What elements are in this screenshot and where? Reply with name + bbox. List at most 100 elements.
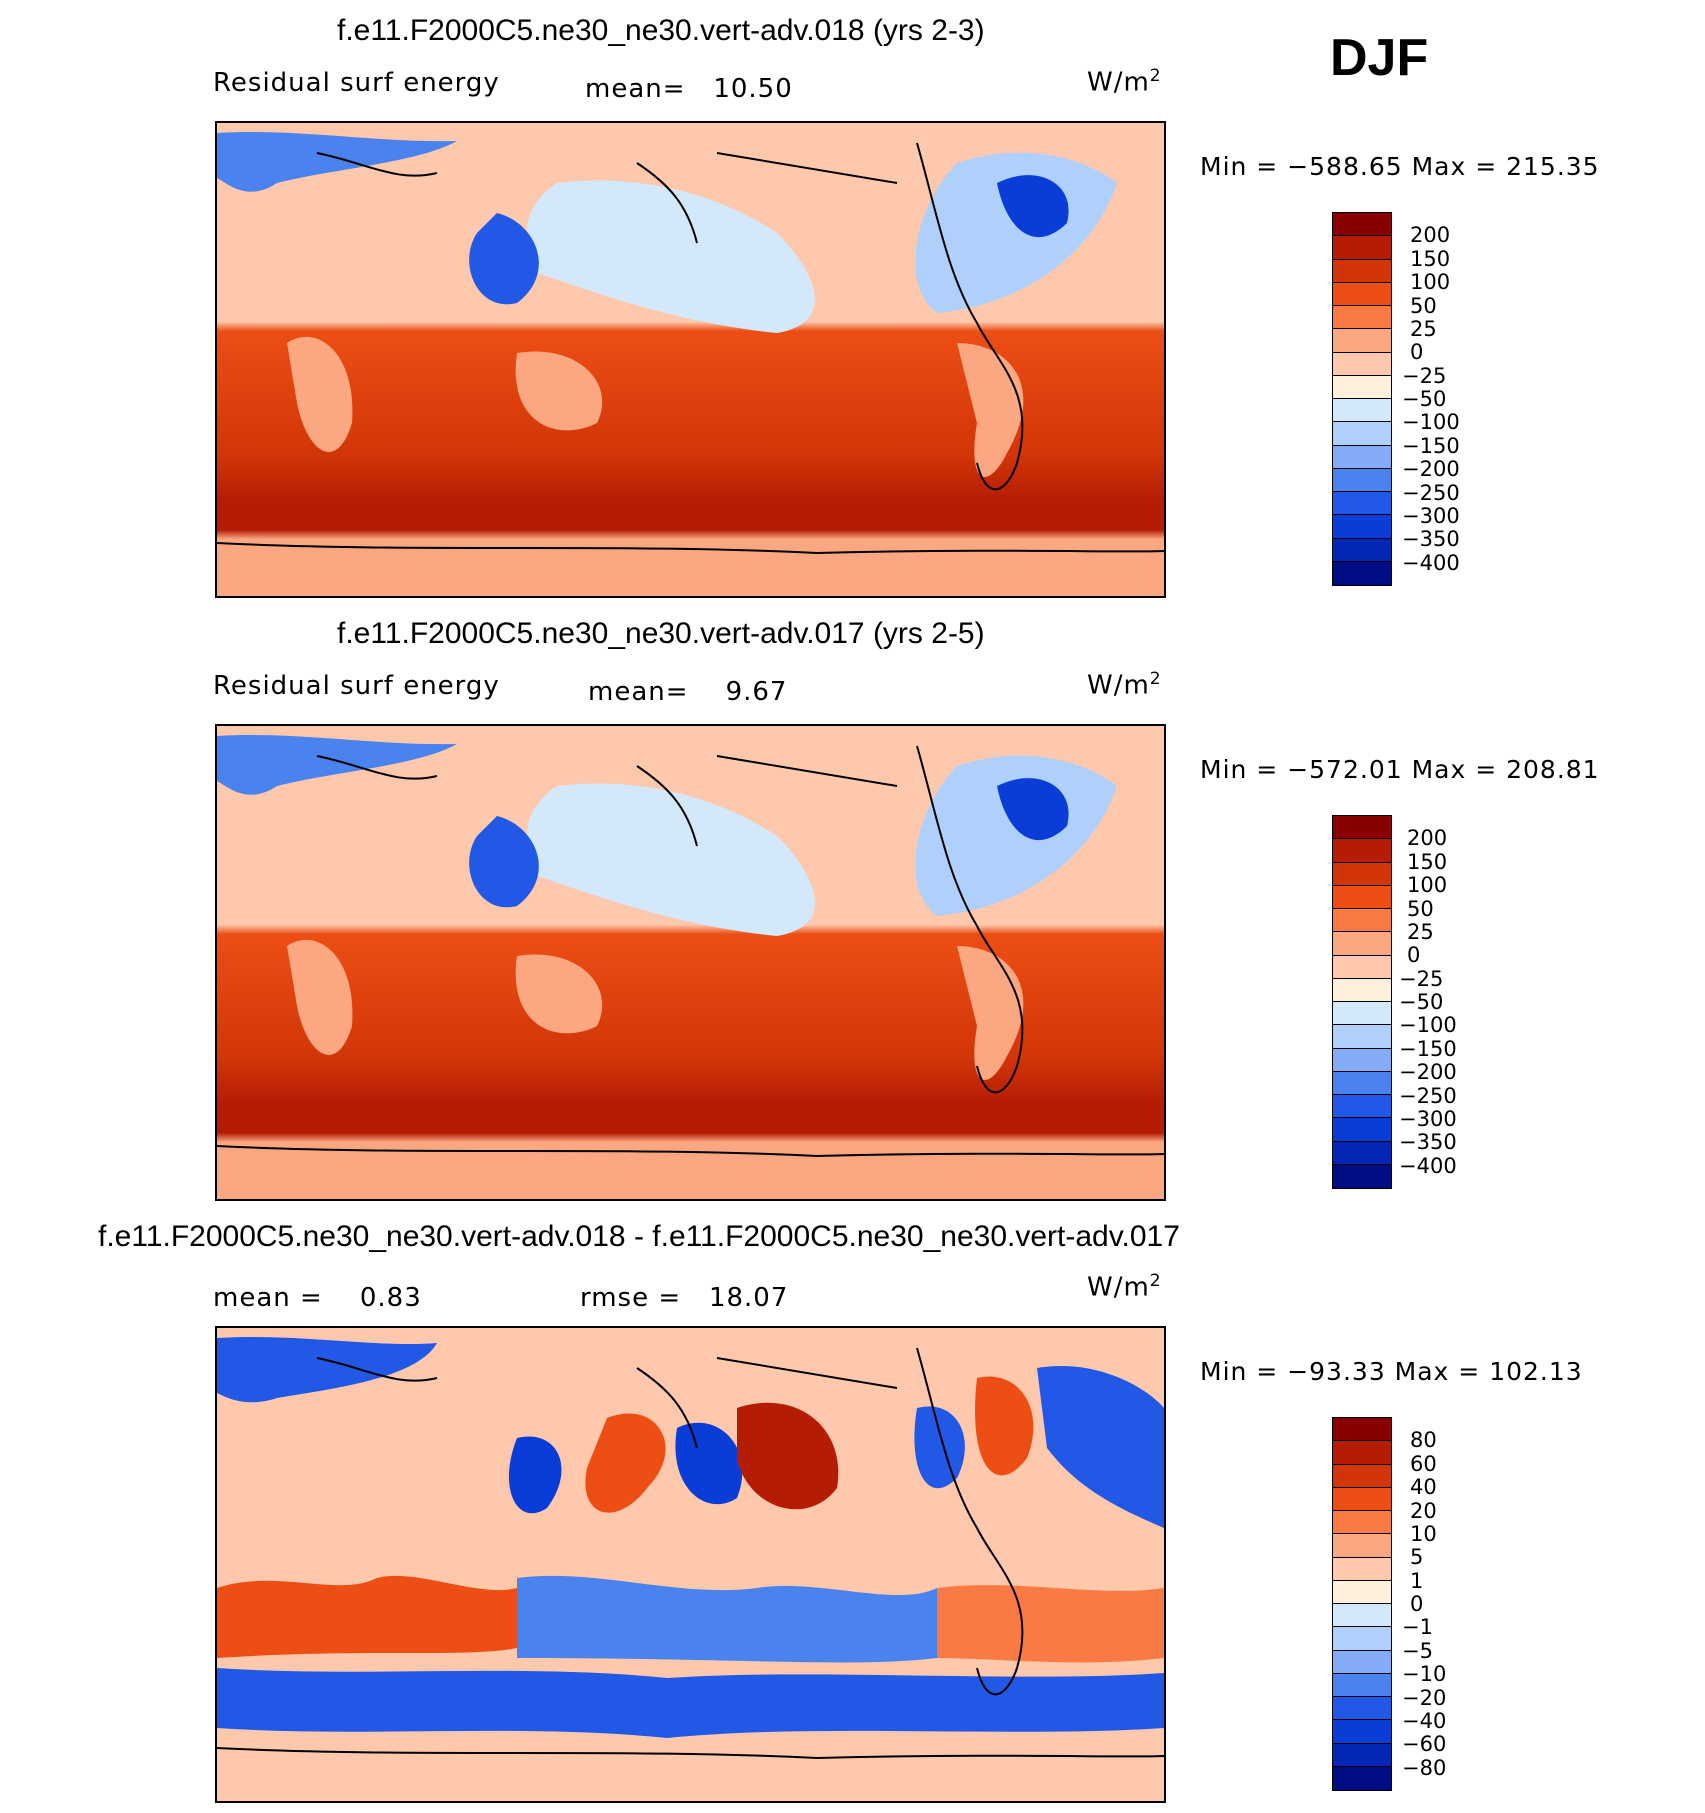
colorbar-tick-label: −100 (1402, 410, 1460, 435)
colorbar-tick-label: −400 (1402, 550, 1460, 575)
colorbar-swatch (1333, 1464, 1391, 1488)
colorbar-tick-label: −20 (1402, 1685, 1447, 1710)
colorbar-swatch (1333, 468, 1391, 492)
colorbar-tick-label: 100 (1407, 873, 1448, 898)
colorbar-tick-label: 60 (1410, 1451, 1437, 1476)
colorbar-swatch (1333, 1071, 1391, 1095)
colorbar-tick-label: −25 (1402, 363, 1447, 388)
panel-3-map-field (217, 1328, 1164, 1801)
colorbar-swatch (1333, 978, 1391, 1002)
panel-3-colorbar-segments (1333, 1418, 1391, 1790)
panel-2-center-label: mean= 9.67 (588, 677, 788, 707)
colorbar-tick-label: −50 (1402, 387, 1447, 411)
colorbar-tick-label: −80 (1402, 1755, 1447, 1780)
colorbar-tick-label: 200 (1410, 223, 1451, 248)
panel-2-colorbar-segments (1333, 816, 1391, 1188)
colorbar-tick-label: −40 (1402, 1708, 1447, 1733)
colorbar-swatch (1333, 282, 1391, 306)
colorbar-swatch (1333, 909, 1391, 933)
colorbar-tick-label: −250 (1399, 1083, 1457, 1108)
colorbar-tick-label: 150 (1407, 849, 1448, 874)
colorbar-tick-label: 50 (1407, 896, 1434, 921)
colorbar-swatch (1333, 1766, 1391, 1790)
colorbar-tick-label: 0 (1407, 943, 1421, 968)
panel-1-colorbar-segments (1333, 213, 1391, 585)
panel-1-minmax: Min = −588.65 Max = 215.35 (1200, 152, 1600, 181)
colorbar-swatch (1333, 1673, 1391, 1697)
colorbar-tick-label: 40 (1410, 1475, 1437, 1500)
colorbar-swatch (1333, 422, 1391, 446)
colorbar-swatch (1333, 259, 1391, 283)
colorbar-tick-label: −10 (1402, 1662, 1447, 1687)
colorbar-tick-label: 0 (1410, 340, 1424, 365)
panel-2-colorbar (1332, 815, 1392, 1189)
panel-1-center-label: mean= 10.50 (585, 74, 793, 104)
colorbar-swatch (1333, 1002, 1391, 1026)
colorbar-tick-label: −300 (1399, 1106, 1457, 1131)
colorbar-tick-label: −200 (1399, 1060, 1457, 1085)
colorbar-swatch (1333, 1487, 1391, 1511)
colorbar-swatch (1333, 352, 1391, 376)
colorbar-tick-label: −5 (1402, 1638, 1433, 1663)
panel-1-map (215, 121, 1166, 598)
colorbar-tick-label: −350 (1399, 1130, 1457, 1155)
panel-3-left-label: mean = 0.83 (213, 1283, 422, 1313)
colorbar-tick-label: −25 (1399, 966, 1444, 991)
colorbar-tick-label: 5 (1410, 1545, 1424, 1570)
colorbar-tick-label: −300 (1402, 503, 1460, 528)
colorbar-swatch (1333, 213, 1391, 237)
colorbar-swatch (1333, 1557, 1391, 1581)
colorbar-swatch (1333, 1697, 1391, 1721)
colorbar-swatch (1333, 561, 1391, 585)
colorbar-swatch (1333, 306, 1391, 330)
colorbar-swatch (1333, 399, 1391, 423)
colorbar-tick-label: −1 (1402, 1615, 1433, 1640)
colorbar-swatch (1333, 1095, 1391, 1119)
colorbar-swatch (1333, 1604, 1391, 1628)
colorbar-swatch (1333, 1627, 1391, 1651)
colorbar-swatch (1333, 329, 1391, 353)
colorbar-tick-label: −100 (1399, 1013, 1457, 1038)
panel-1-left-label: Residual surf energy (213, 68, 500, 98)
colorbar-swatch (1333, 932, 1391, 956)
colorbar-tick-label: −350 (1402, 527, 1460, 552)
colorbar-tick-label: 50 (1410, 293, 1437, 318)
panel-1-colorbar (1332, 212, 1392, 586)
panel-1-units: W/m2 (1087, 66, 1162, 98)
colorbar-swatch (1333, 816, 1391, 840)
panel-3-map (215, 1326, 1166, 1803)
colorbar-swatch (1333, 1141, 1391, 1165)
colorbar-tick-label: −400 (1399, 1153, 1457, 1178)
panel-2-map (215, 724, 1166, 1201)
colorbar-swatch (1333, 1025, 1391, 1049)
colorbar-tick-label: 25 (1410, 316, 1437, 341)
colorbar-swatch (1333, 1164, 1391, 1188)
panel-2-left-label: Residual surf energy (213, 671, 500, 701)
colorbar-swatch (1333, 1580, 1391, 1604)
colorbar-swatch (1333, 1441, 1391, 1465)
colorbar-swatch (1333, 538, 1391, 562)
colorbar-tick-label: 200 (1407, 826, 1448, 851)
panel-2-map-field (217, 726, 1164, 1199)
colorbar-tick-label: −250 (1402, 480, 1460, 505)
colorbar-swatch (1333, 492, 1391, 516)
panel-1-map-field (217, 123, 1164, 596)
colorbar-swatch (1333, 1650, 1391, 1674)
panel-3-title: f.e11.F2000C5.ne30_ne30.vert-adv.018 - f… (98, 1220, 1180, 1253)
colorbar-tick-label: −200 (1402, 457, 1460, 482)
colorbar-tick-label: −150 (1402, 433, 1460, 458)
panel-3-colorbar (1332, 1417, 1392, 1791)
panel-3-units: W/m2 (1087, 1271, 1162, 1303)
panel-2-units: W/m2 (1087, 669, 1162, 701)
colorbar-tick-label: 25 (1407, 919, 1434, 944)
colorbar-tick-label: 80 (1410, 1428, 1437, 1453)
colorbar-swatch (1333, 1418, 1391, 1442)
panel-3-minmax: Min = −93.33 Max = 102.13 (1200, 1357, 1583, 1386)
colorbar-tick-label: 10 (1410, 1521, 1437, 1546)
season-label: DJF (1330, 29, 1429, 87)
colorbar-swatch (1333, 885, 1391, 909)
colorbar-swatch (1333, 862, 1391, 886)
colorbar-tick-label: 150 (1410, 246, 1451, 271)
colorbar-swatch (1333, 839, 1391, 863)
colorbar-swatch (1333, 1534, 1391, 1558)
